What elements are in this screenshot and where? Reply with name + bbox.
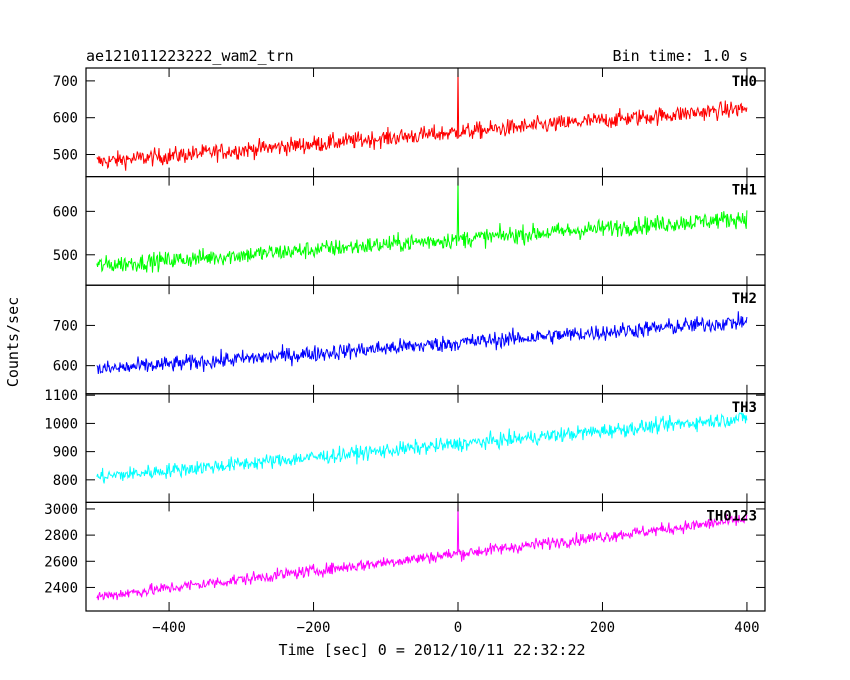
bin-time-label: Bin time: 1.0 s: [613, 47, 748, 65]
x-axis-ticks: −400 −200 0 200 400: [152, 620, 759, 636]
panels: 500 600 700 TH0 500 600 TH1 600 700 TH2 800 900 1000…: [44, 67, 766, 612]
panel-label-th1: TH1: [732, 183, 757, 199]
y-tick-label: 600: [53, 111, 78, 127]
panel-label-th0: TH0: [732, 74, 757, 90]
chart-title: ae121011223222_wam2_trn: [86, 47, 294, 65]
x-tick-label: 400: [734, 620, 759, 636]
panel-th0: 500 600 700 TH0: [53, 67, 766, 178]
y-tick-label: 600: [53, 359, 78, 375]
y-tick-label: 500: [53, 248, 78, 264]
panel-frame: [85, 284, 766, 395]
x-tick-label: −200: [297, 620, 331, 636]
panel-th0123: 2400 2600 2800 3000 TH0123: [44, 501, 766, 612]
y-tick-label: 1000: [44, 416, 78, 432]
y-tick-label: 500: [53, 148, 78, 164]
y-tick-label: 800: [53, 473, 78, 489]
y-tick-label: 2800: [44, 528, 78, 544]
series-line-th0: [96, 68, 748, 171]
y-tick-label: 2600: [44, 554, 78, 570]
y-tick-label: 3000: [44, 502, 78, 518]
y-tick-label: 700: [53, 318, 78, 334]
panel-th1: 500 600 TH1: [53, 176, 766, 286]
y-tick-label: 700: [53, 74, 78, 90]
y-tick-label: 600: [53, 204, 78, 220]
panel-frame: [85, 501, 766, 612]
series-line-th0123: [96, 502, 748, 601]
y-tick-label: 1100: [44, 388, 78, 404]
x-tick-label: −400: [152, 620, 186, 636]
y-tick-label: 2400: [44, 580, 78, 596]
series-line-th2: [96, 311, 748, 375]
panel-frame: [85, 67, 766, 178]
panel-th2: 600 700 TH2: [53, 284, 766, 395]
panel-label-th0123: TH0123: [706, 508, 757, 524]
panel-frame: [85, 176, 766, 286]
series-line-th1: [96, 176, 748, 273]
panel-label-th2: TH2: [732, 291, 757, 307]
x-tick-label: 200: [590, 620, 615, 636]
panel-label-th3: TH3: [732, 400, 757, 416]
series-line-th3: [96, 412, 748, 484]
y-axis-label: Counts/sec: [4, 297, 22, 387]
y-tick-label: 900: [53, 445, 78, 461]
panel-th3: 800 900 1000 1100 TH3: [44, 388, 766, 503]
x-tick-label: 0: [454, 620, 462, 636]
x-axis-label: Time [sec] 0 = 2012/10/11 22:32:22: [278, 641, 585, 659]
